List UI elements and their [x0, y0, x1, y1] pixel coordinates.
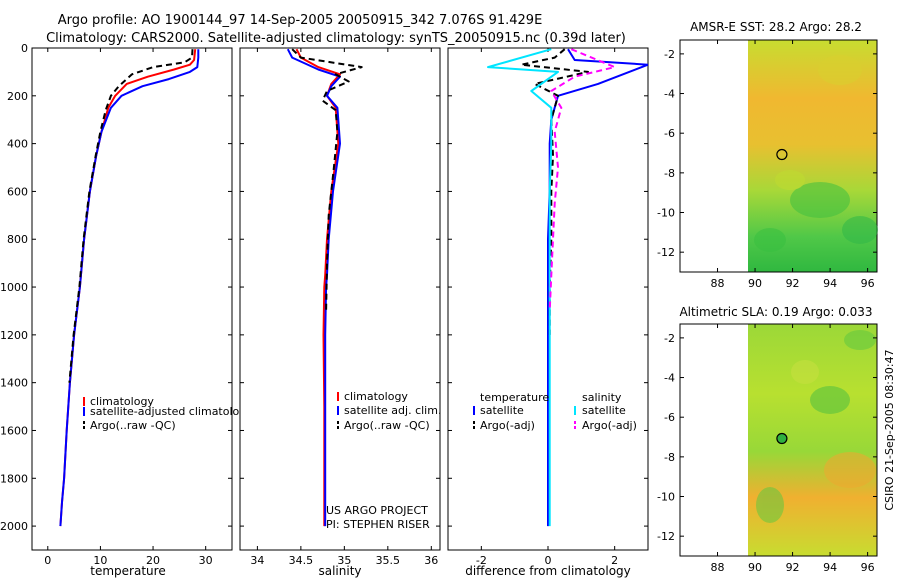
temperature-legend-climatology: climatology	[90, 395, 154, 408]
temperature-panel: 0 10 20 30 0 200 400 600 800 1000 1200 1400 1600 1800…	[0, 42, 253, 578]
difference-legend-temperature-head: temperature	[480, 391, 549, 404]
salinity-xtick-label: 36	[424, 554, 438, 567]
salinity-legend: climatology satellite adj. clim. Argo(..…	[337, 390, 441, 432]
amsre_sst-ytick-label: -2	[664, 48, 675, 61]
amsre_sst-xtick-label: 90	[748, 277, 762, 290]
amsre_sst-xtick-label: 96	[861, 277, 875, 290]
difference-legend-sal-argo: Argo(-adj)	[582, 419, 637, 432]
sst-argo-location-marker	[776, 148, 788, 161]
sla-map-texture	[756, 330, 876, 523]
sla-map-ticks: 88 90 92 94 96 -2 -4 -6 -8 -10 -12	[657, 324, 877, 574]
difference-legend-temp-argo: Argo(-adj)	[480, 419, 535, 432]
amsre_sst-xtick-label: 92	[786, 277, 800, 290]
salinity-legend-satellite: satellite adj. clim.	[344, 404, 441, 417]
salinity-ticks: 34 34.5 35 35.5 36	[240, 47, 440, 567]
altimetric_sla-ytick-label: -6	[664, 411, 675, 424]
salinity-series-argo-raw-qc	[291, 48, 363, 312]
project-label: US ARGO PROJECT	[326, 504, 428, 517]
figure-title-line1: Argo profile: AO 1900144_97 14-Sep-2005 …	[58, 13, 543, 28]
salinity-legend-argo: Argo(..raw -QC)	[344, 419, 430, 432]
difference-xtick-label: 0	[545, 554, 552, 567]
altimetric_sla-xtick-label: 94	[823, 561, 837, 574]
temperature-legend-argo: Argo(..raw -QC)	[90, 419, 176, 432]
temperature-ytick-label: 2000	[0, 520, 28, 533]
pi-label: PI: STEPHEN RISER	[326, 518, 430, 531]
difference-legend-sal-satellite: satellite	[582, 404, 626, 417]
difference-ticks: -2 0 2	[448, 47, 648, 567]
salinity-axes-box	[239, 47, 441, 551]
amsre_sst-ytick-label: -12	[657, 246, 675, 259]
altimetric_sla-ytick-label: -4	[664, 372, 675, 385]
altimetric_sla-xtick-label: 92	[786, 561, 800, 574]
amsre_sst-xtick-label: 88	[711, 277, 725, 290]
amsre_sst-xtick-label: 94	[823, 277, 837, 290]
temperature-ytick-label: 1600	[0, 424, 28, 437]
sla-map-title: Altimetric SLA: 0.19 Argo: 0.033	[679, 305, 872, 319]
temperature-ytick-label: 200	[7, 90, 28, 103]
difference-legend-temp-satellite: satellite	[480, 404, 524, 417]
temperature-legend: climatology satellite-adjusted climatolo…	[83, 395, 253, 432]
sla-argo-location-marker	[776, 432, 788, 445]
difference-xlabel: difference from climatology	[465, 564, 631, 578]
temperature-axes-box	[31, 47, 233, 551]
difference-legend: temperature satellite Argo(-adj) salinit…	[473, 391, 637, 432]
temperature-xlabel: temperature	[90, 564, 165, 578]
temperature-lines	[59, 49, 200, 527]
temperature-ytick-label: 400	[7, 138, 28, 151]
altimetric_sla-ytick-label: -8	[664, 451, 675, 464]
amsre_sst-ytick-label: -8	[664, 167, 675, 180]
difference-legend-salinity-head: salinity	[582, 391, 622, 404]
temperature-xtick-label: 0	[44, 554, 51, 567]
temperature-ytick-label: 1200	[0, 329, 28, 342]
temperature-ticks: 0 10 20 30 0 200 400 600 800 1000 1200 1400 1600 1800…	[0, 42, 232, 567]
difference-lines	[487, 48, 648, 527]
sst-map-panel: AMSR-E SST: 28.2 Argo: 28.2 88 90 92 94 96 -2…	[657, 20, 878, 290]
sst-map-texture	[754, 55, 878, 252]
temperature-ytick-label: 600	[7, 185, 28, 198]
difference-series-salinity-argo-adj	[548, 48, 616, 312]
temperature-xtick-label: 30	[199, 554, 213, 567]
sst-map-title: AMSR-E SST: 28.2 Argo: 28.2	[690, 20, 862, 34]
difference-xtick-label: -2	[476, 554, 487, 567]
difference-xtick-label: 2	[611, 554, 618, 567]
sla-map-panel: Altimetric SLA: 0.19 Argo: 0.033 88 90 92 9…	[657, 305, 878, 574]
salinity-xtick-label: 34	[250, 554, 264, 567]
difference-panel: -2 0 2 difference from climatology tempera…	[447, 47, 649, 578]
figure-title-line2: Climatology: CARS2000. Satellite-adjuste…	[46, 31, 626, 46]
altimetric_sla-ytick-label: -2	[664, 332, 675, 345]
salinity-legend-climatology: climatology	[344, 390, 408, 403]
altimetric_sla-ytick-label: -12	[657, 530, 675, 543]
salinity-lines	[286, 48, 363, 527]
salinity-xtick-label: 34.5	[289, 554, 314, 567]
credit-label: CSIRO 21-Sep-2005 08:30:47	[883, 349, 896, 510]
altimetric_sla-xtick-label: 90	[748, 561, 762, 574]
salinity-panel: 34 34.5 35 35.5 36 salinity climatology sate…	[239, 47, 441, 578]
temperature-ytick-label: 800	[7, 233, 28, 246]
amsre_sst-ytick-label: -10	[657, 207, 675, 220]
amsre_sst-ytick-label: -4	[664, 88, 675, 101]
salinity-series-satellite-adj-clim	[286, 48, 341, 527]
salinity-xlabel: salinity	[318, 564, 361, 578]
altimetric_sla-ytick-label: -10	[657, 491, 675, 504]
temperature-ytick-label: 0	[21, 42, 28, 55]
difference-series-temperature-argo-adj	[520, 48, 589, 335]
altimetric_sla-xtick-label: 88	[711, 561, 725, 574]
amsre_sst-ytick-label: -6	[664, 127, 675, 140]
temperature-legend-satellite: satellite-adjusted climatology	[90, 405, 253, 418]
sst-map-ticks: 88 90 92 94 96 -2 -4 -6 -8 -10 -12	[657, 40, 877, 290]
temperature-ytick-label: 1000	[0, 281, 28, 294]
salinity-xtick-label: 35	[337, 554, 351, 567]
temperature-ytick-label: 1800	[0, 472, 28, 485]
salinity-xtick-label: 35.5	[376, 554, 401, 567]
altimetric_sla-xtick-label: 96	[861, 561, 875, 574]
temperature-xtick-label: 10	[93, 554, 107, 567]
temperature-xtick-label: 20	[146, 554, 160, 567]
temperature-ytick-label: 1400	[0, 377, 28, 390]
difference-series-salinity-satellite	[487, 48, 559, 527]
